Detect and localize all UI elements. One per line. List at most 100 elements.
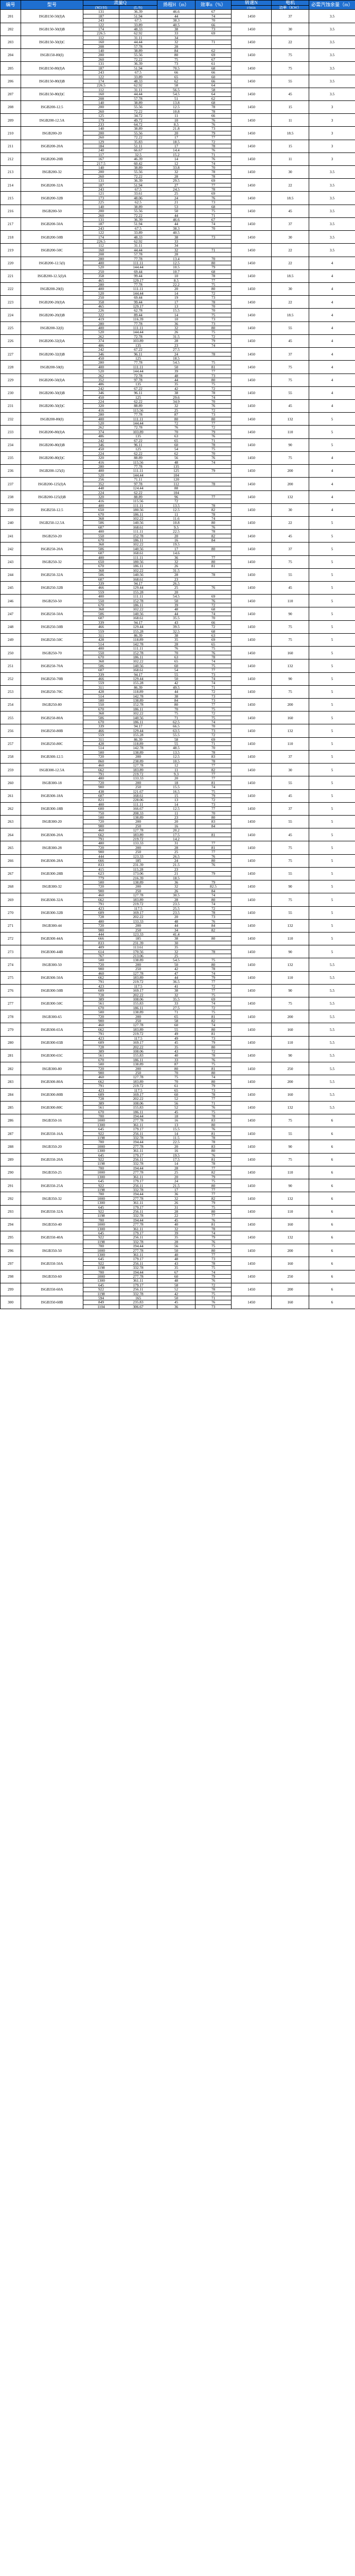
cell-eff: 70	[195, 165, 232, 171]
table-row: 465 129.17 8.5 77	[1, 278, 355, 283]
cell-eff: 81	[195, 1222, 232, 1227]
cell-eff: 77	[195, 420, 232, 426]
cell-ls: 306.67	[118, 1304, 158, 1310]
table-row: 609 169.17 45 79	[1, 1040, 355, 1045]
cell-m3h: 400	[83, 326, 119, 331]
cell-ls: 55.56	[118, 105, 158, 110]
cell-head: 16	[157, 1118, 196, 1123]
cell-head: 45	[157, 1040, 196, 1045]
cell-head: 48	[157, 607, 196, 612]
table-row: 607 168.61 9.5 76	[1, 524, 355, 530]
table-row: 400 111.11 125 79	[1, 468, 355, 473]
cell-eff: 79	[195, 130, 232, 136]
table-row: 1198 332.78 22 77	[1, 1213, 355, 1218]
cell-eff: 77	[195, 182, 232, 188]
cell-eff	[195, 472, 232, 478]
table-row: 1000 277.78 40 81	[1, 1222, 355, 1227]
cell-head: 66.5	[157, 724, 196, 729]
cell-head: 36	[157, 321, 196, 327]
cell-head: 13	[157, 304, 196, 309]
table-row: 297 ISGB350-50A 645 179.17 48 73 1450 160 6	[0, 1257, 355, 1270]
cell-npsh: 5	[309, 893, 355, 907]
cell-eff: 73	[195, 321, 232, 327]
cell-eff: 77	[195, 850, 232, 855]
cell-head: 36.5	[157, 979, 196, 985]
cell-model: ISGB200-32(I)	[21, 321, 83, 335]
table-row: 233 64.72 8.5 76	[1, 122, 355, 127]
cell-ls: 332.78	[118, 1136, 158, 1141]
cell-no: 269	[0, 893, 21, 907]
cell-m3h: 320	[83, 403, 119, 409]
table-row: 550 152.78 70 76	[1, 650, 355, 655]
cell-eff: 80	[195, 1070, 232, 1076]
table-row: 278 ISGB300-65 500 138.89 71 75 1450 200 5.5	[0, 1010, 355, 1024]
cell-m3h: 368	[83, 568, 119, 573]
table-row: 205 ISGB150-80(I)A 131 36.39 73 61 1450 75 3.5	[0, 61, 355, 75]
cell-eff: 70	[195, 810, 232, 816]
cell-npsh: 5	[309, 841, 355, 855]
cell-head: 26	[157, 564, 196, 569]
cell-m3h: 662	[83, 975, 119, 980]
cell-m3h: 208	[83, 96, 119, 101]
cell-motor-power: 55	[271, 568, 310, 582]
cell-speed: 1450	[231, 854, 272, 868]
cell-head: 49.5	[157, 685, 196, 690]
cell-m3h: 444	[83, 854, 119, 859]
cell-head: 32	[157, 1196, 196, 1201]
cell-m3h: 117	[83, 152, 119, 158]
cell-eff: 75	[195, 282, 232, 287]
cell-m3h: 280	[83, 360, 119, 365]
cell-m3h: 662	[83, 767, 119, 772]
cell-no: 225	[0, 321, 21, 335]
cell-speed: 1450	[231, 659, 272, 673]
cell-speed: 1450	[231, 1048, 272, 1063]
cell-ls: 62.22	[118, 399, 158, 404]
cell-model: ISGB300-50	[21, 958, 83, 972]
cell-ls: 36.39	[118, 178, 158, 183]
cell-ls: 133.33	[118, 776, 158, 781]
cell-ls: 117.5	[118, 1088, 158, 1093]
table-row: 222 ISGB200-20(I) 280 77.78 22.2 75 1450 30 4	[0, 282, 355, 296]
cell-eff: 76	[195, 148, 232, 153]
column-header-speed-unit: r/min	[231, 5, 272, 10]
cell-head: 20.2	[157, 828, 196, 833]
cell-ls: 256.11	[118, 1157, 158, 1162]
cell-npsh: 5	[309, 815, 355, 829]
cell-motor-power: 160	[271, 646, 310, 660]
cell-m3h: 520	[83, 330, 119, 335]
cell-model: ISGB250-70C	[21, 685, 83, 699]
table-row: 300 ISGB350-60B 594 165 50 71 1450 160 6	[0, 1296, 355, 1310]
cell-speed: 1450	[231, 152, 272, 166]
cell-m3h: 322	[83, 312, 119, 318]
cell-head: 54	[157, 447, 196, 452]
cell-m3h: 1000	[83, 1274, 119, 1279]
cell-eff: 68	[195, 65, 232, 71]
cell-npsh: 6	[309, 1257, 355, 1270]
cell-ls: 250	[118, 1019, 158, 1024]
cell-ls: 33.89	[118, 74, 158, 79]
cell-speed: 1450	[231, 438, 272, 452]
cell-model: ISGB300-65	[21, 1010, 83, 1024]
cell-motor-power: 132	[271, 1230, 310, 1245]
cell-ls: 108.06	[118, 1100, 158, 1106]
cell-eff: 82	[195, 1170, 232, 1175]
cell-m3h: 466	[83, 728, 119, 734]
cell-model: ISGB250-32B	[21, 581, 83, 595]
cell-ls: 361.11	[118, 1174, 158, 1180]
cell-eff: 81	[195, 780, 232, 786]
cell-speed: 1450	[231, 48, 272, 62]
cell-ls: 77.78	[118, 256, 158, 261]
cell-head: 32.5	[157, 629, 196, 634]
cell-ls: 62.92	[118, 31, 158, 36]
table-row: 416 115.56 72	[1, 499, 355, 504]
table-row: 728 202.22 35 80	[1, 1044, 355, 1049]
cell-m3h: 1000	[83, 1170, 119, 1175]
cell-motor-power: 110	[271, 971, 310, 985]
cell-head: 40	[157, 1252, 196, 1258]
cell-m3h: 500	[83, 698, 119, 703]
cell-ls: 69.44	[118, 269, 158, 275]
cell-eff: 71	[195, 438, 232, 444]
cell-head: 27	[157, 182, 196, 188]
cell-ls: 256.11	[118, 1261, 158, 1266]
cell-head: 54	[157, 668, 196, 673]
